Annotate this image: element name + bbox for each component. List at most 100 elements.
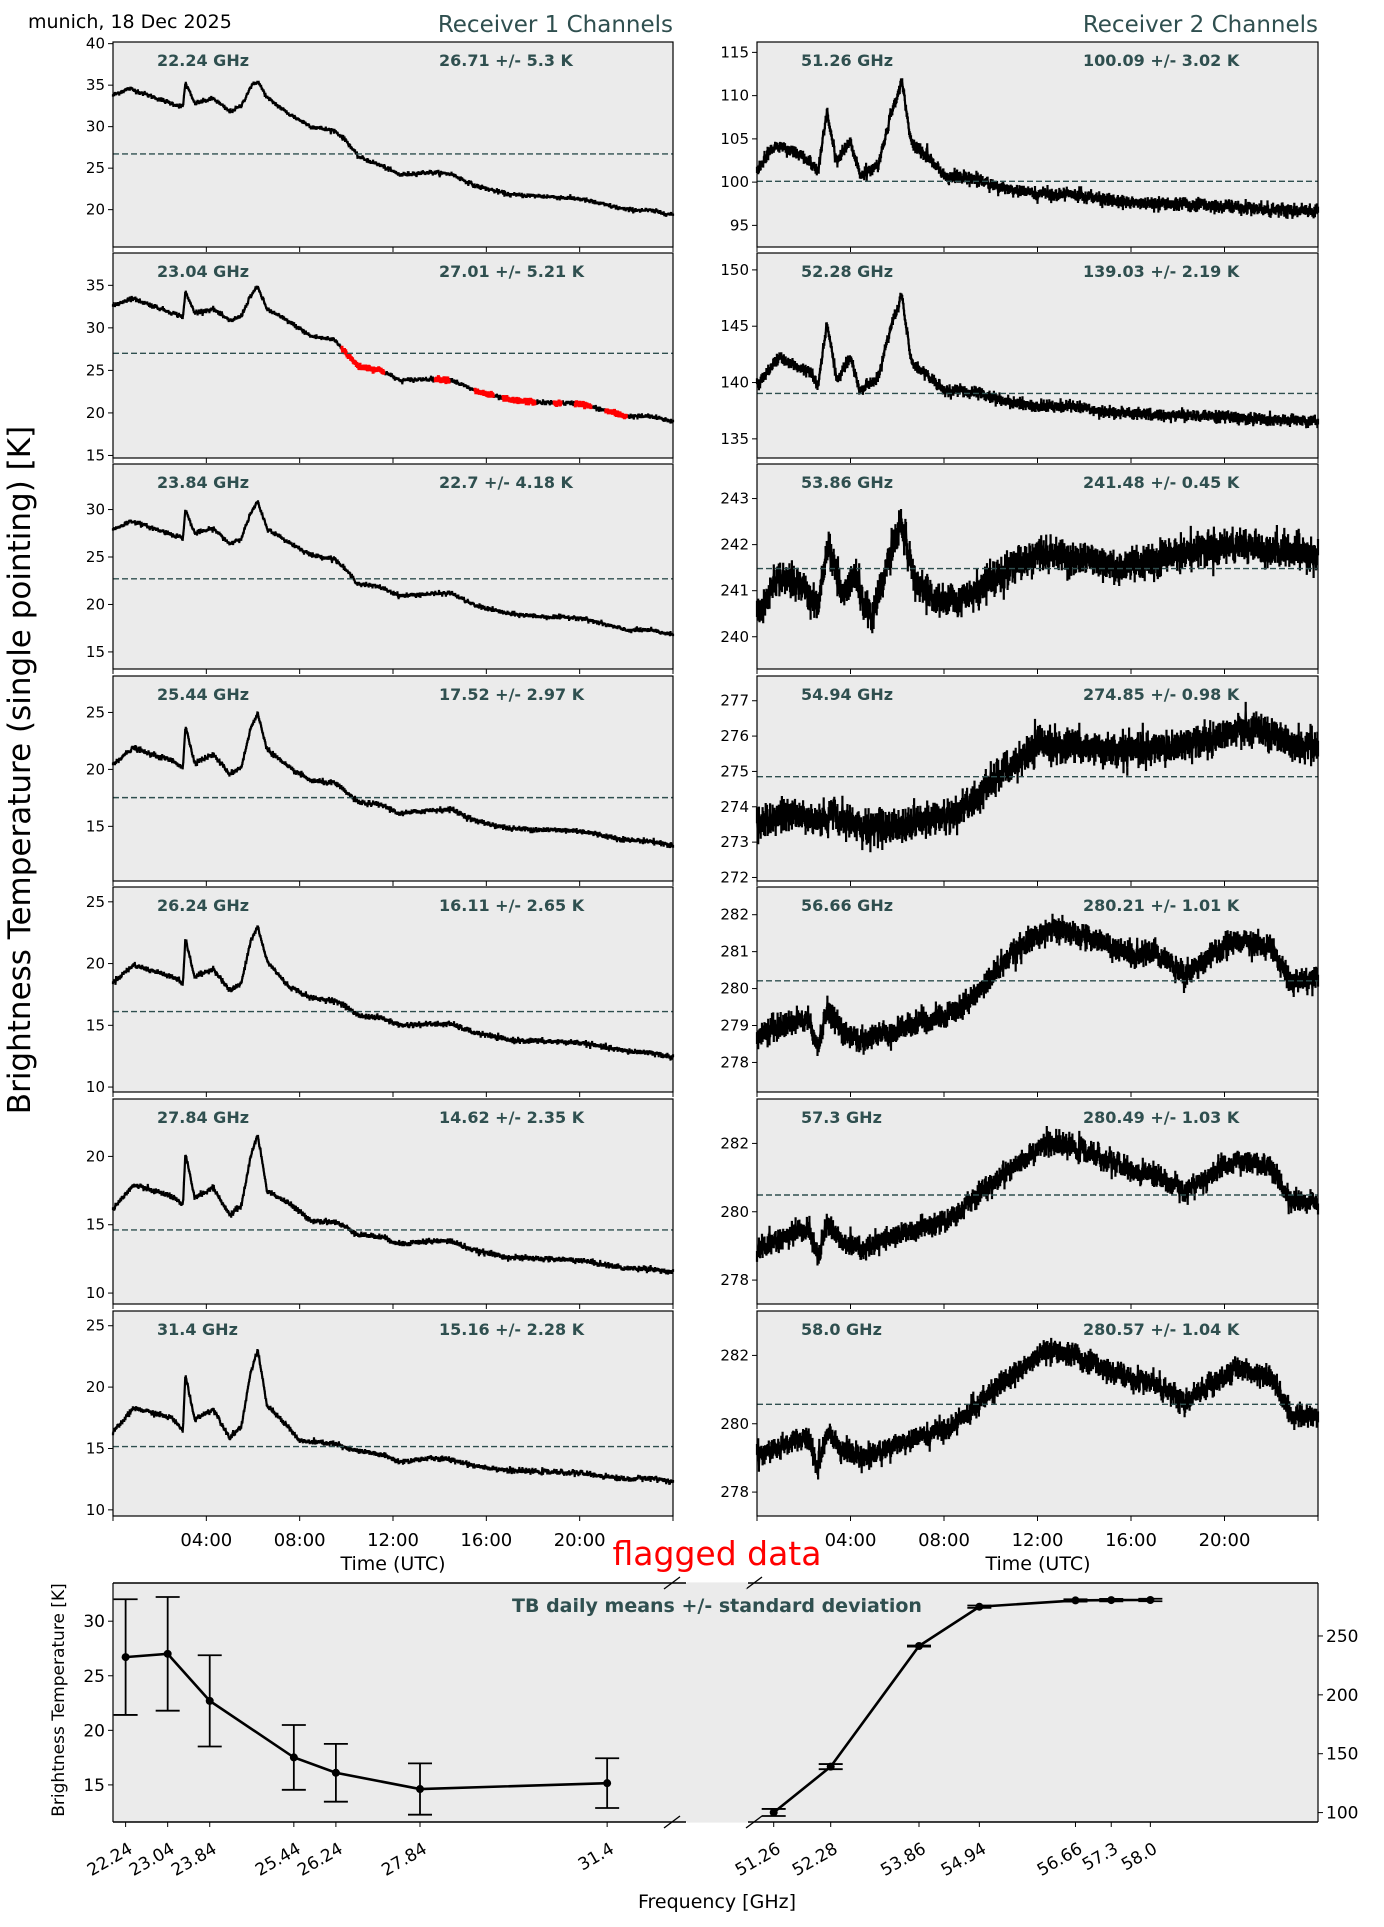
y-tick-label: 25 — [86, 893, 105, 911]
mean-marker — [915, 1642, 923, 1651]
y-tick-label: 150 — [720, 261, 749, 279]
y-tick-label: 282 — [720, 906, 749, 924]
mean-marker — [1071, 1596, 1080, 1605]
y-tick-label: 110 — [720, 87, 749, 105]
time-axis-label-right: Time (UTC) — [984, 1553, 1090, 1575]
y-tick-label: 30 — [86, 319, 105, 337]
y-tick-label: 10 — [86, 1078, 105, 1096]
y-tick-label: 277 — [720, 692, 749, 710]
summary-y-tick-label: 250 — [1326, 1627, 1358, 1647]
y-tick-label: 274 — [720, 798, 749, 816]
panel-background — [113, 253, 673, 458]
y-tick-label: 242 — [720, 536, 749, 554]
axis-break-mark — [745, 1576, 763, 1590]
y-tick-label: 20 — [86, 1147, 105, 1165]
y-tick-label: 15 — [86, 1216, 105, 1234]
frequency-label: 31.4 GHz — [157, 1320, 238, 1339]
y-tick-label: 10 — [86, 1501, 105, 1519]
flagged-segment — [340, 345, 386, 375]
y-tick-label: 135 — [720, 430, 749, 448]
mean-std-label: 14.62 +/- 2.35 K — [439, 1108, 585, 1127]
channel-panel: 15 20 25 30 23.84 GHz 22.7 +/- 4.18 K — [86, 463, 675, 674]
y-tick-label: 30 — [86, 118, 105, 136]
mean-std-label: 17.52 +/- 2.97 K — [439, 685, 585, 704]
y-tick-label: 20 — [86, 404, 105, 422]
panel-background — [113, 1311, 673, 1516]
y-tick-label: 278 — [720, 1271, 749, 1289]
y-tick-label: 20 — [86, 201, 105, 219]
y-tick-label: 115 — [720, 43, 749, 61]
summary-y-tick-label: 100 — [1326, 1804, 1358, 1824]
frequency-tick-label: 27.84 — [378, 1839, 430, 1881]
mean-std-label: 280.49 +/- 1.03 K — [1083, 1108, 1240, 1127]
channel-panel: 10 15 20 27.84 GHz 14.62 +/- 2.35 K — [86, 1098, 675, 1309]
mean-marker — [163, 1649, 172, 1658]
mean-std-label: 22.7 +/- 4.18 K — [439, 473, 574, 492]
frequency-label: 27.84 GHz — [157, 1108, 249, 1127]
channel-panel: 278 280 282 58.0 GHz 280.57 +/- 1.04 K — [720, 1310, 1320, 1521]
time-tick-label: 08:00 — [274, 1530, 326, 1551]
y-tick-label: 100 — [720, 173, 749, 191]
timeseries-panels: 20 25 30 35 40 22.24 GHz 26.71 +/- 5.3 K 15 20 25… — [86, 35, 1320, 1521]
frequency-tick-label: 53.86 — [877, 1839, 929, 1881]
y-tick-label: 279 — [720, 1017, 749, 1035]
frequency-label: 52.28 GHz — [801, 262, 893, 281]
mean-marker — [826, 1762, 835, 1771]
summary-chart: Brightness Temperature [K] Frequency [GH… — [49, 1576, 1358, 1913]
frequency-tick-label: 52.28 — [789, 1839, 841, 1881]
y-tick-label: 25 — [86, 361, 105, 379]
y-tick-label: 240 — [720, 628, 749, 646]
mean-marker — [603, 1779, 612, 1788]
time-axis-right: 04:00 08:00 12:00 16:00 20:00 — [825, 1530, 1251, 1551]
flagged-segment — [604, 408, 628, 420]
time-axis-label-left: Time (UTC) — [339, 1553, 445, 1575]
y-tick-label: 25 — [86, 159, 105, 177]
flagged-segment — [433, 375, 451, 385]
panel-background — [113, 464, 673, 669]
frequency-label: 51.26 GHz — [801, 51, 893, 70]
location-date-label: munich, 18 Dec 2025 — [28, 11, 232, 33]
frequency-label: 54.94 GHz — [801, 685, 893, 704]
y-tick-label: 241 — [720, 582, 749, 600]
y-tick-label: 273 — [720, 833, 749, 851]
channel-panel: 95 100 105 110 115 51.26 GHz 100.09 +/- 3.02 K — [720, 41, 1320, 252]
y-tick-label: 15 — [86, 643, 105, 661]
panel-background — [113, 676, 673, 881]
y-tick-label: 105 — [720, 130, 749, 148]
frequency-label: 57.3 GHz — [801, 1108, 882, 1127]
mean-marker — [121, 1653, 130, 1662]
panel-background — [757, 1311, 1318, 1516]
channel-panel: 135 140 145 150 52.28 GHz 139.03 +/- 2.19 K — [720, 252, 1320, 463]
y-tick-label: 278 — [720, 1483, 749, 1501]
panel-background — [757, 1099, 1318, 1304]
y-tick-label: 25 — [86, 1317, 105, 1335]
time-tick-label: 12:00 — [1012, 1530, 1064, 1551]
channel-panel: 278 279 280 281 282 56.66 GHz 280.21 +/- 1.01 … — [720, 886, 1320, 1097]
y-tick-label: 15 — [86, 1439, 105, 1457]
frequency-label: 23.04 GHz — [157, 262, 249, 281]
mean-marker — [205, 1696, 214, 1705]
axis-break-mark — [663, 1815, 681, 1829]
frequency-label: 58.0 GHz — [801, 1320, 882, 1339]
frequency-tick-label: 58.0 — [1118, 1839, 1161, 1875]
frequency-label: 22.24 GHz — [157, 51, 249, 70]
frequency-label: 56.66 GHz — [801, 896, 893, 915]
y-tick-label: 282 — [720, 1346, 749, 1364]
y-tick-label: 280 — [720, 980, 749, 998]
mean-marker — [416, 1785, 425, 1794]
time-tick-label: 20:00 — [554, 1530, 606, 1551]
flagged-segment — [501, 395, 537, 406]
frequency-tick-label: 57.3 — [1079, 1839, 1122, 1875]
flagged-data-label: flagged data — [613, 1534, 822, 1573]
frequency-tick-label: 26.24 — [294, 1839, 346, 1881]
mean-std-label: 280.57 +/- 1.04 K — [1083, 1320, 1240, 1339]
y-tick-label: 20 — [86, 1378, 105, 1396]
frequency-label: 53.86 GHz — [801, 473, 893, 492]
channel-panel: 10 15 20 25 31.4 GHz 15.16 +/- 2.28 K — [86, 1310, 675, 1521]
channel-panel: 15 20 25 30 35 23.04 GHz 27.01 +/- 5.21 K — [86, 252, 675, 464]
frequency-label: 25.44 GHz — [157, 685, 249, 704]
y-tick-label: 40 — [86, 35, 105, 53]
panel-background — [757, 42, 1318, 247]
y-tick-label: 25 — [86, 548, 105, 566]
